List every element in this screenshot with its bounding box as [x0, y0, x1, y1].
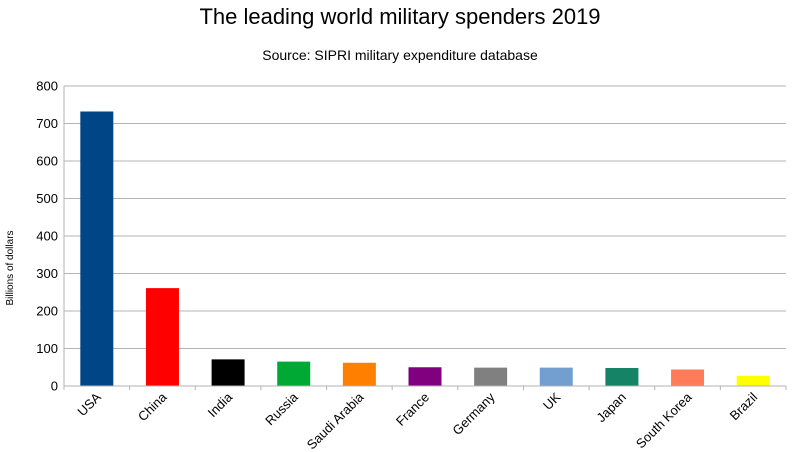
- y-tick-label: 0: [51, 379, 58, 394]
- y-tick-label: 100: [36, 341, 58, 356]
- chart-title: The leading world military spenders 2019: [199, 4, 601, 29]
- axes: [63, 86, 787, 390]
- x-tick-label: Brazil: [727, 389, 761, 423]
- bar-uk: [539, 367, 573, 386]
- bar-japan: [605, 368, 639, 386]
- gridlines: [64, 85, 786, 349]
- y-axis-label: Billions of dollars: [5, 230, 16, 305]
- bar-india: [211, 359, 245, 386]
- bar-russia: [277, 361, 311, 386]
- x-tick-label: USA: [74, 389, 104, 419]
- bar-germany: [474, 367, 508, 386]
- x-tick-label: UK: [540, 389, 564, 413]
- bar-usa: [80, 111, 114, 386]
- y-tick-label: 600: [36, 154, 58, 169]
- x-tick-label: India: [205, 389, 236, 420]
- x-tick-label: Japan: [593, 390, 629, 426]
- x-tick-label: South Korea: [633, 389, 695, 451]
- bar-china: [145, 288, 179, 386]
- x-tick-label: Saudi Arabia: [304, 389, 367, 452]
- bars: [80, 111, 770, 386]
- y-tick-label: 700: [36, 116, 58, 131]
- x-tick-label: Germany: [449, 389, 498, 438]
- y-tick-label: 400: [36, 229, 58, 244]
- chart-subtitle: Source: SIPRI military expenditure datab…: [262, 47, 538, 63]
- bar-brazil: [736, 375, 770, 386]
- x-tick-label: Russia: [262, 389, 301, 428]
- y-tick-label: 800: [36, 79, 58, 94]
- y-tick-labels: 0 100 200 300 400 500 600 700 800: [36, 79, 58, 394]
- bar-saudi-arabia: [342, 362, 376, 386]
- y-tick-label: 200: [36, 304, 58, 319]
- bar-france: [408, 367, 442, 386]
- y-tick-label: 300: [36, 266, 58, 281]
- x-tick-labels: USA China India Russia Saudi Arabia France Ger…: [74, 389, 760, 452]
- bar-south-korea: [671, 369, 705, 386]
- x-tick-label: France: [393, 390, 432, 429]
- y-tick-label: 500: [36, 191, 58, 206]
- x-tick-label: China: [135, 389, 170, 424]
